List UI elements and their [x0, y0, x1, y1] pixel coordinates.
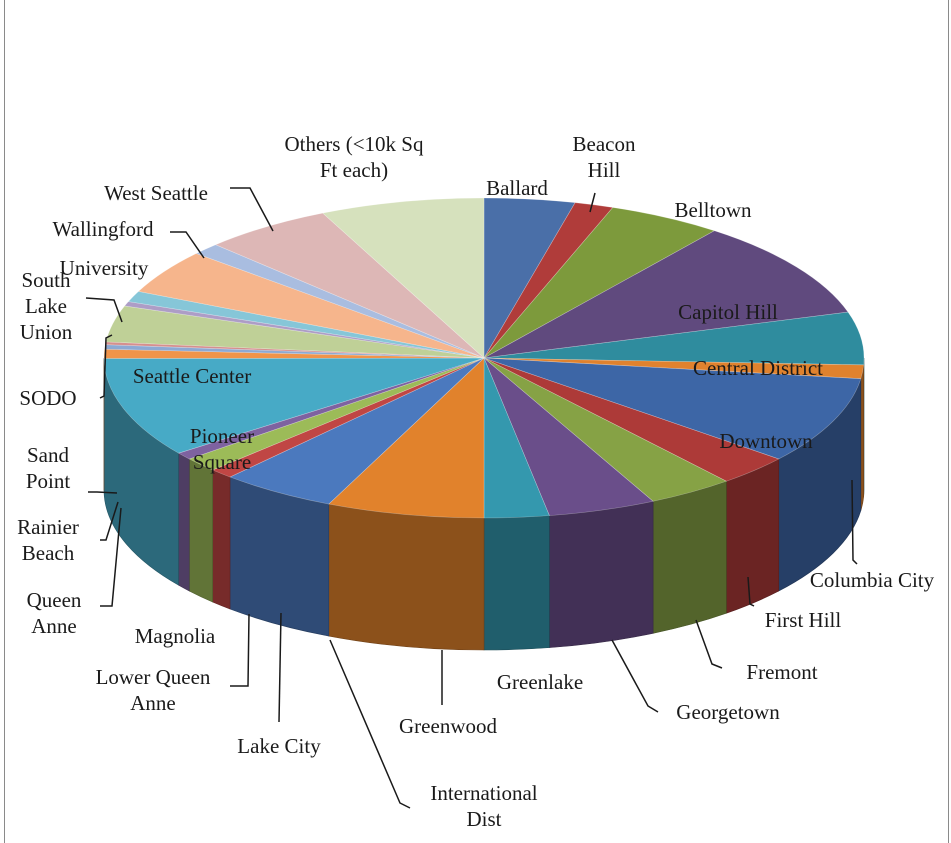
slice-label-central-district: Central District — [693, 356, 823, 380]
slice-side-georgetown — [549, 500, 654, 648]
slice-side-greenlake — [483, 515, 550, 651]
slice-wallingford — [195, 244, 485, 359]
slice-central-district — [483, 311, 865, 366]
slice-seattle-center — [124, 301, 485, 359]
slice-west-seattle — [214, 212, 485, 359]
slice-side-lake-city — [212, 469, 231, 610]
leader-line-sand-point — [88, 491, 118, 494]
slice-others-10k-sq-ft-each — [322, 197, 485, 359]
slice-label-sodo: SODO — [19, 386, 76, 410]
slice-magnolia — [177, 357, 485, 460]
slice-lower-queen-anne — [188, 357, 485, 471]
slice-side-first-hill — [726, 458, 780, 614]
slice-label-pioneer-square: Pioneer Square — [190, 424, 254, 474]
slice-label-columbia-city: Columbia City — [810, 568, 935, 592]
chart-frame — [4, 0, 949, 843]
leader-line-rainier-beach — [100, 501, 119, 541]
slice-label-seattle-center: Seattle Center — [133, 364, 251, 388]
slice-label-sand-point: Sand Point — [26, 443, 71, 493]
leader-line-fremont — [695, 619, 723, 669]
slice-first-hill — [483, 357, 780, 482]
slice-belltown — [483, 207, 716, 359]
pie-side-layer — [103, 357, 865, 651]
leader-line-south-lake-union — [85, 297, 123, 323]
slice-lake-city — [211, 357, 485, 478]
slice-label-belltown: Belltown — [675, 198, 752, 222]
slice-side-magnolia — [178, 452, 190, 592]
slice-university — [137, 253, 485, 359]
leader-line-lake-city — [278, 612, 282, 723]
slice-label-downtown: Downtown — [719, 429, 813, 453]
slice-greenwood — [328, 357, 485, 519]
slice-side-lower-queen-anne — [188, 458, 213, 603]
slice-international-dist — [229, 357, 485, 505]
slice-label-magnolia: Magnolia — [135, 624, 216, 648]
slice-label-lake-city: Lake City — [237, 734, 321, 758]
slice-label-others-10k-sq-ft-each: Others (<10k Sq Ft each) — [284, 132, 424, 182]
leader-line-first-hill — [747, 576, 755, 607]
slice-label-first-hill: First Hill — [765, 608, 842, 632]
slice-labels: Ballard Beacon Hill Belltown Capitol Hill Cen… — [17, 132, 935, 831]
slice-label-georgetown: Georgetown — [676, 700, 780, 724]
leader-line-columbia-city — [851, 479, 858, 565]
leader-line-wallingford — [170, 231, 205, 259]
slice-columbia-city — [483, 357, 864, 380]
slice-label-west-seattle: West Seattle — [104, 181, 208, 205]
slice-side-fremont — [652, 480, 727, 634]
leader-line-beacon-hill — [589, 192, 596, 213]
slice-downtown — [483, 357, 862, 460]
slice-label-lower-queen-anne: Lower Queen Anne — [96, 665, 211, 715]
slice-label-international-dist: International Dist — [430, 781, 537, 831]
slice-side-columbia-city — [860, 364, 864, 511]
slice-label-wallingford: Wallingford — [53, 217, 154, 241]
leader-line-lower-queen-anne — [230, 613, 250, 687]
slice-label-rainier-beach: Rainier Beach — [17, 515, 79, 565]
slice-label-fremont: Fremont — [746, 660, 817, 684]
slice-beacon-hill — [483, 202, 614, 359]
slice-queen-anne — [103, 348, 485, 359]
slice-label-greenlake: Greenlake — [497, 670, 583, 694]
slice-label-ballard: Ballard — [486, 176, 548, 200]
slice-georgetown — [483, 357, 654, 516]
slice-fremont — [483, 357, 728, 502]
slice-label-greenwood: Greenwood — [399, 714, 497, 738]
leader-line-georgetown — [611, 639, 659, 713]
slice-ballard — [483, 197, 576, 360]
leader-line-international-dist — [329, 639, 411, 809]
slice-label-south-lake-union: South Lake Union — [20, 268, 73, 344]
slice-side-greenwood — [328, 503, 485, 651]
leader-line-west-seattle — [230, 187, 274, 232]
pie-top-layer — [103, 197, 865, 519]
leader-line-sodo — [99, 334, 113, 399]
slice-capitol-hill — [483, 230, 849, 359]
slice-label-capitol-hill: Capitol Hill — [678, 300, 778, 324]
slice-label-queen-anne: Queen Anne — [27, 588, 82, 638]
leader-line-queen-anne — [100, 507, 122, 607]
leader-lines — [85, 187, 858, 809]
slice-greenlake — [483, 357, 550, 519]
slice-label-university: University — [60, 256, 149, 280]
slice-south-lake-union — [127, 291, 485, 359]
slice-label-beacon-hill: Beacon Hill — [573, 132, 636, 182]
